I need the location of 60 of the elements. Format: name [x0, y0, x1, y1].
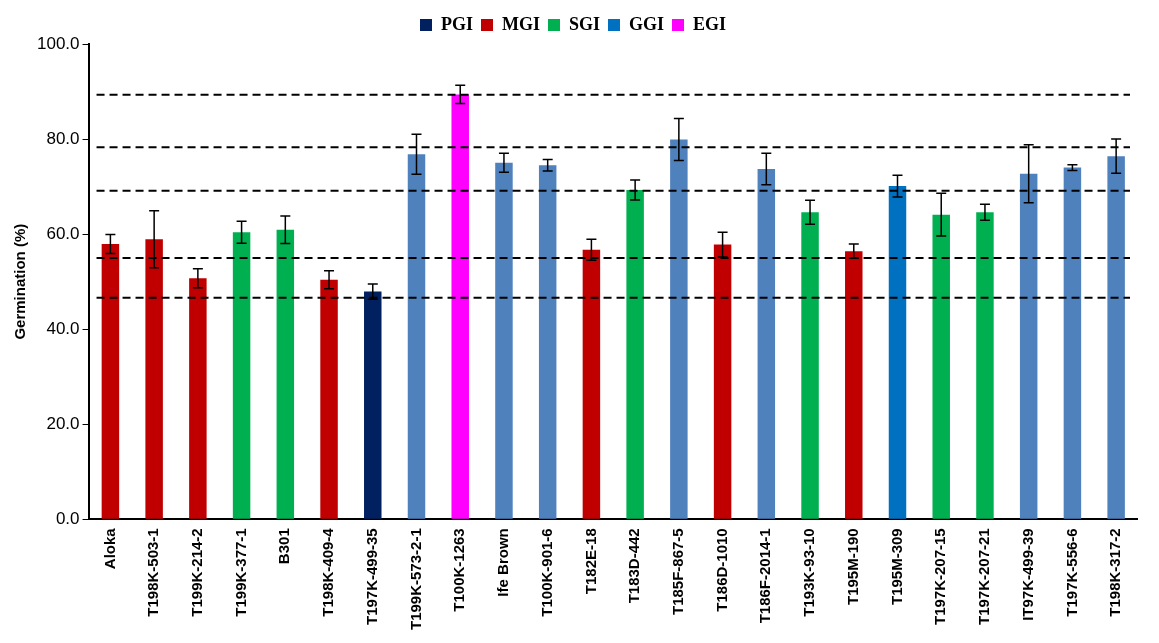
bar: [1019, 173, 1038, 519]
bar: [582, 249, 601, 519]
x-tick-label: T186F-2014-1: [756, 528, 774, 624]
bar: [364, 291, 382, 519]
x-tick-label: T198K-317-2: [1106, 528, 1124, 617]
bar: [232, 232, 251, 519]
y-tick-label: 60.0: [46, 223, 80, 243]
bar: [845, 251, 863, 519]
bar: [495, 162, 513, 519]
bar: [451, 94, 469, 519]
x-tick-label: T183D-442: [625, 528, 643, 604]
bar: [407, 154, 426, 519]
bar: [1107, 156, 1125, 519]
x-tick-label: T197K-556-6: [1062, 528, 1080, 617]
bar: [888, 186, 907, 519]
bar: [145, 239, 163, 519]
x-tick-label: T198K-503-1: [144, 528, 162, 617]
legend-label: SGI: [568, 13, 601, 34]
x-tick-label: T199K-377-1: [231, 528, 249, 617]
bar: [757, 169, 776, 519]
x-tick-label: T197K-499-35: [362, 528, 380, 626]
x-tick-label: T100K-901-6: [537, 528, 555, 617]
y-tick-label: 40.0: [46, 318, 80, 338]
x-tick-label: T197K-207-21: [975, 528, 993, 626]
bar: [189, 278, 207, 519]
x-tick-label: T198K-409-4: [319, 527, 337, 617]
y-tick-label: 100.0: [36, 33, 80, 53]
x-tick-label: IT97K-499-39: [1018, 528, 1036, 621]
x-tick-label: B301: [275, 528, 293, 565]
legend-label: MGI: [501, 13, 540, 34]
x-tick-label: Ife Brown: [494, 528, 512, 597]
bar: [932, 214, 950, 519]
bar: [713, 244, 732, 519]
bar: [320, 279, 338, 519]
x-tick-label: T195M-190: [843, 528, 861, 605]
x-tick-label: T186D-1010: [712, 528, 730, 612]
y-tick-label: 80.0: [46, 128, 80, 148]
bar: [1063, 167, 1082, 519]
x-tick-label: T185F-867-5: [669, 528, 686, 615]
x-tick-label: T100K-1263: [450, 528, 468, 612]
x-tick-label: T199K-214-2: [188, 528, 205, 617]
bar: [801, 212, 819, 519]
bar: [670, 139, 688, 519]
legend-label: EGI: [693, 13, 727, 34]
bar: [976, 212, 994, 519]
legend-label: PGI: [440, 13, 473, 34]
y-tick-label: 0.0: [55, 508, 80, 528]
y-tick-label: 20.0: [46, 413, 80, 433]
x-tick-label: T182E-18: [581, 528, 599, 595]
y-axis-title: Germination (%): [11, 223, 29, 340]
x-tick-label: Aloka: [100, 527, 118, 570]
x-tick-label: T197K-207-15: [931, 528, 949, 626]
x-tick-label: T195M-309: [887, 528, 905, 605]
bar: [538, 165, 557, 519]
x-tick-label: T199K-573-2-1: [406, 528, 424, 630]
bar: [101, 244, 120, 519]
x-tick-label: T193K-93-10: [800, 528, 818, 617]
bar: [626, 189, 644, 519]
bar: [276, 229, 295, 519]
legend-label: GGI: [629, 13, 665, 34]
